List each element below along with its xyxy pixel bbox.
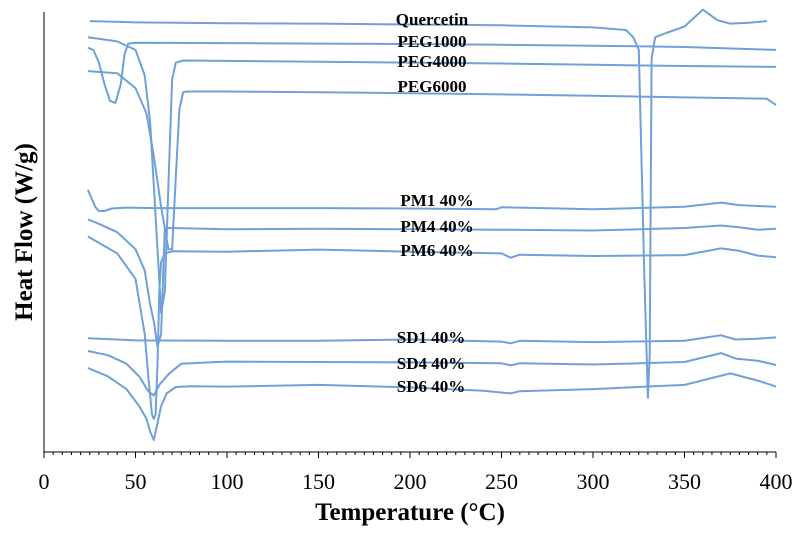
curve-label: PM6 40% xyxy=(400,241,473,260)
series-line-pm4-40 xyxy=(87,218,777,348)
curve-label: Quercetin xyxy=(396,10,469,29)
x-axis-title: Temperature (°C) xyxy=(315,499,505,526)
series-line-peg6000 xyxy=(87,70,777,251)
x-tick-label: 300 xyxy=(577,469,610,494)
curve-label: SD6 40% xyxy=(397,377,465,396)
curve-label: PEG4000 xyxy=(398,52,467,71)
curve-label: PEG6000 xyxy=(398,77,467,96)
series-line-pm6-40 xyxy=(87,235,777,420)
series-line-peg4000 xyxy=(87,36,777,314)
x-tick-label: 0 xyxy=(39,469,50,494)
x-tick-label: 50 xyxy=(125,469,147,494)
x-tick-label: 400 xyxy=(760,469,793,494)
series-line-sd6-40 xyxy=(87,366,777,441)
curve-label: SD1 40% xyxy=(397,328,465,347)
x-tick-label: 100 xyxy=(211,469,244,494)
curve-label: PM1 40% xyxy=(400,191,473,210)
curve-label: SD4 40% xyxy=(397,354,465,373)
axes: 0 50 100 150 200 250 300 350 400 xyxy=(39,12,793,494)
series-line-peg1000 xyxy=(87,41,777,104)
series-line-sd4-40 xyxy=(87,350,777,397)
series-line-pm1-40 xyxy=(86,189,777,212)
x-tick-label: 350 xyxy=(668,469,701,494)
curve-label: PEG1000 xyxy=(398,32,467,51)
curves xyxy=(86,8,777,441)
curve-label: PM4 40% xyxy=(400,217,473,236)
x-tick-label: 150 xyxy=(302,469,335,494)
y-axis-title-wrap: Heat Flow (W/g) xyxy=(5,22,45,442)
series-line-sd1-40 xyxy=(87,334,777,345)
x-tick-label: 200 xyxy=(394,469,427,494)
series-line-quercetin xyxy=(89,8,767,399)
x-tick-label: 250 xyxy=(485,469,518,494)
y-axis-title: Heat Flow (W/g) xyxy=(11,143,39,321)
